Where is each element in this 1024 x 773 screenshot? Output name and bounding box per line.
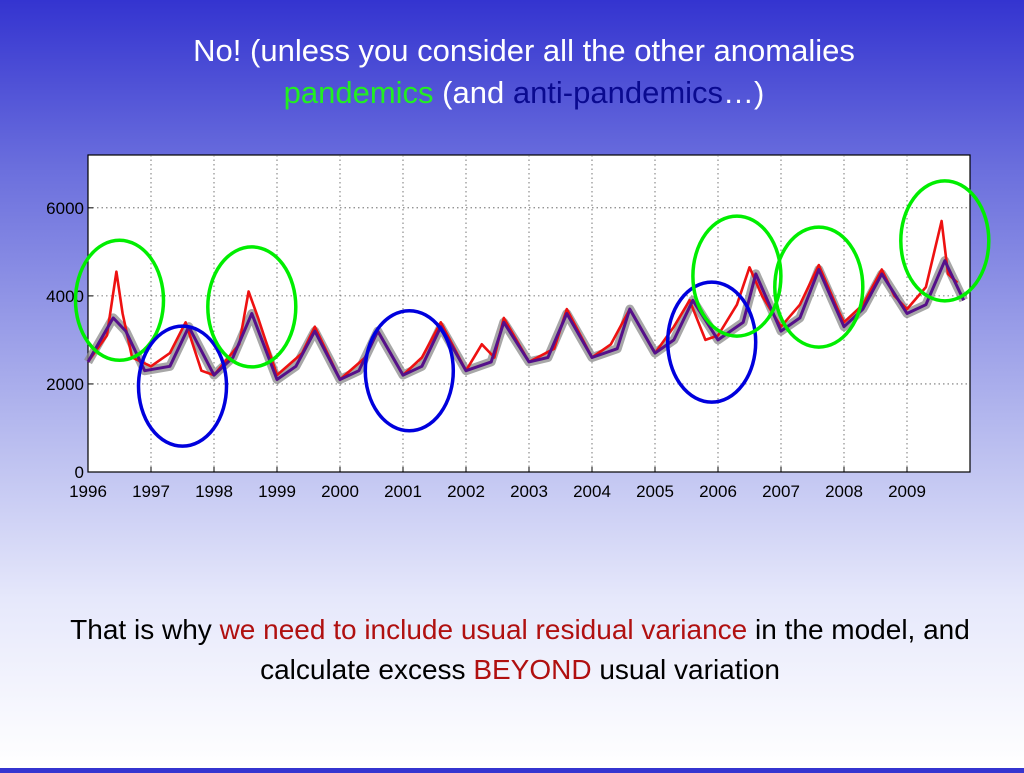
- y-tick-label: 0: [75, 463, 84, 482]
- y-tick-label: 6000: [46, 199, 84, 218]
- x-tick-label: 2000: [321, 482, 359, 501]
- caption-part-2: in the model, and calculate excess: [260, 614, 970, 685]
- title-close: …): [723, 75, 765, 110]
- x-tick-label: 2001: [384, 482, 422, 501]
- title-and: (and: [433, 75, 513, 110]
- y-tick-label: 4000: [46, 287, 84, 306]
- pandemic-circle: [691, 214, 783, 338]
- x-tick-label: 2003: [510, 482, 548, 501]
- caption-beyond: BEYOND: [473, 654, 592, 685]
- pandemic-circle: [73, 238, 166, 363]
- x-tick-label: 2009: [888, 482, 926, 501]
- anti-pandemic-circle: [363, 308, 456, 433]
- title-line-2: pandemics (and anti-pandemics…): [0, 72, 1024, 114]
- title-pandemics: pandemics: [283, 75, 434, 110]
- x-tick-label: 2008: [825, 482, 863, 501]
- caption-highlight: we need to include usual residual varian…: [219, 614, 748, 645]
- slide-caption: That is why we need to include usual res…: [40, 610, 1000, 690]
- title-line-1: No! (unless you consider all the other a…: [193, 33, 855, 68]
- slide-title: No! (unless you consider all the other a…: [0, 30, 1024, 114]
- series-layer: [84, 219, 968, 384]
- x-tick-label: 2005: [636, 482, 674, 501]
- x-tick-label: 2002: [447, 482, 485, 501]
- x-tick-label: 1997: [132, 482, 170, 501]
- x-tick-label: 1998: [195, 482, 233, 501]
- annotation-circles: [73, 179, 991, 448]
- pandemic-circle: [773, 225, 865, 349]
- pandemic-circle: [206, 245, 298, 369]
- caption-part-3: usual variation: [591, 654, 780, 685]
- x-tick-label: 1996: [69, 482, 107, 501]
- y-tick-label: 2000: [46, 375, 84, 394]
- axis-ticks: 1996 1997 1998 1999 2000 2001 2002 2003 2004 2005…: [46, 199, 926, 501]
- anti-pandemic-circle: [665, 280, 758, 404]
- pandemic-circle: [899, 179, 991, 303]
- caption-part-1: That is why: [70, 614, 220, 645]
- x-tick-label: 1999: [258, 482, 296, 501]
- title-anti-pandemics: anti-pandemics: [512, 75, 724, 110]
- x-tick-label: 2007: [762, 482, 800, 501]
- x-tick-label: 2004: [573, 482, 611, 501]
- anti-pandemic-circle: [136, 324, 229, 448]
- model-series-line: [86, 259, 966, 381]
- x-tick-label: 2006: [699, 482, 737, 501]
